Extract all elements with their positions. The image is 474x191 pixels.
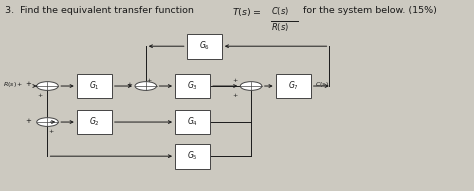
Text: +: + bbox=[25, 81, 31, 87]
FancyBboxPatch shape bbox=[175, 144, 210, 168]
Text: $R(s)$: $R(s)$ bbox=[271, 21, 289, 33]
FancyBboxPatch shape bbox=[175, 110, 210, 134]
Text: $C(s)$: $C(s)$ bbox=[271, 5, 289, 17]
FancyBboxPatch shape bbox=[77, 74, 112, 98]
Text: $G_1$: $G_1$ bbox=[89, 80, 100, 92]
Text: 3.  Find the equivalent transfer function: 3. Find the equivalent transfer function bbox=[5, 6, 197, 15]
FancyBboxPatch shape bbox=[187, 34, 222, 58]
Text: $C(s)$: $C(s)$ bbox=[315, 80, 329, 89]
Text: +: + bbox=[232, 93, 237, 98]
Text: $G_6$: $G_6$ bbox=[199, 40, 210, 53]
FancyBboxPatch shape bbox=[77, 110, 112, 134]
Circle shape bbox=[36, 118, 58, 126]
FancyBboxPatch shape bbox=[175, 74, 210, 98]
Text: $G_3$: $G_3$ bbox=[187, 80, 198, 92]
Text: $G_5$: $G_5$ bbox=[187, 150, 198, 162]
Circle shape bbox=[240, 82, 262, 90]
FancyBboxPatch shape bbox=[276, 74, 311, 98]
Text: $T(s)=$: $T(s)=$ bbox=[232, 6, 261, 18]
Text: $G_7$: $G_7$ bbox=[288, 80, 299, 92]
Text: $G_4$: $G_4$ bbox=[187, 116, 198, 128]
Text: for the system below. (15%): for the system below. (15%) bbox=[300, 6, 437, 15]
Text: +: + bbox=[25, 118, 31, 124]
Text: +: + bbox=[48, 129, 54, 134]
Text: +: + bbox=[232, 78, 237, 83]
Text: +: + bbox=[147, 78, 152, 83]
Text: $G_2$: $G_2$ bbox=[89, 116, 100, 128]
Text: $R(s)+$: $R(s)+$ bbox=[3, 80, 23, 89]
Circle shape bbox=[36, 82, 58, 90]
Circle shape bbox=[135, 82, 156, 90]
Text: +: + bbox=[37, 93, 43, 98]
Text: +: + bbox=[127, 82, 132, 88]
